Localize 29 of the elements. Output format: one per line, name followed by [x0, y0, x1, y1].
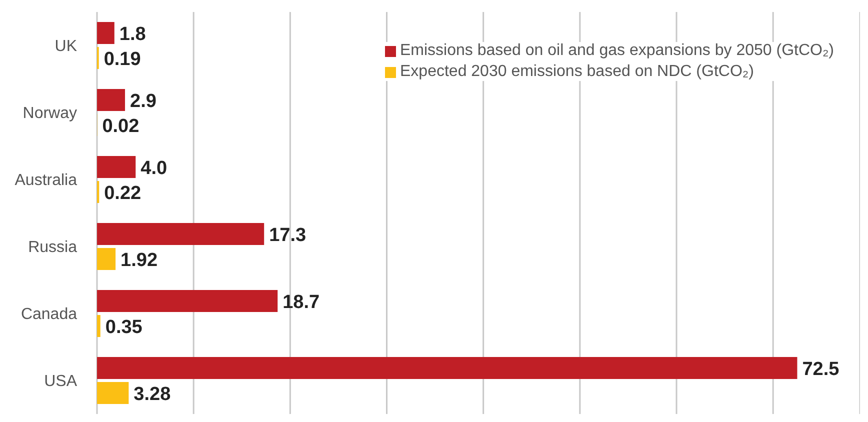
data-label: 2.9	[130, 90, 156, 112]
y-tick-label: Russia	[28, 239, 78, 256]
bar	[97, 315, 100, 337]
legend-label: Emissions based on oil and gas expansions by 2050 (GtCO₂)	[400, 42, 834, 60]
data-label: 1.92	[120, 250, 158, 271]
y-tick-label: USA	[44, 373, 78, 390]
data-label: 72.5	[802, 358, 840, 380]
y-tick-label: Australia	[14, 172, 78, 190]
bar	[97, 22, 114, 44]
y-tick-label: Norway	[22, 105, 77, 122]
bar	[97, 382, 129, 404]
data-label: 4.0	[140, 158, 168, 179]
bar	[97, 89, 126, 111]
bar	[97, 248, 116, 270]
data-label: 0.19	[104, 48, 141, 70]
bar	[97, 357, 798, 379]
bar	[97, 290, 278, 312]
data-label: 0.35	[105, 316, 143, 338]
data-label: 1.8	[119, 24, 146, 45]
data-label: 18.7	[282, 292, 320, 313]
y-tick-label: UK	[54, 38, 78, 56]
data-label: 3.28	[134, 384, 171, 405]
y-tick-label: Canada	[20, 306, 78, 324]
data-label: 0.22	[104, 182, 142, 204]
data-label: 17.3	[269, 224, 306, 246]
bar	[97, 223, 264, 245]
bar	[97, 156, 136, 178]
data-label: 0.02	[102, 116, 140, 137]
legend-label: Expected 2030 emissions based on NDC (GtCO₂)	[400, 63, 754, 81]
